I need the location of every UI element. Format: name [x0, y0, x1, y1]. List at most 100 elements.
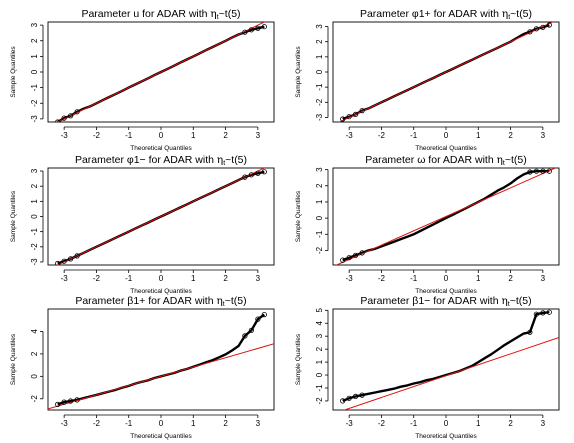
title-suffix: for ADAR with: [431, 8, 502, 20]
qq-panel-6: Parameter β1− for ADAR with ηt~t(5) -3 -2 -…: [295, 295, 560, 440]
qq-point: [352, 252, 359, 258]
qq-point: [533, 311, 540, 317]
qq-panel-2: Parameter φ1+ for ADAR with ηt~t(5) -3 -2 -…: [295, 8, 560, 152]
x-tick-label: -3: [61, 274, 69, 283]
qq-point: [340, 257, 346, 263]
sample-quantile-curve: [57, 313, 265, 406]
qq-point: [261, 24, 267, 30]
qq-point: [346, 395, 352, 401]
panel-title: Parameter β1+ for ADAR with ηt~t(5): [75, 295, 246, 308]
plot-frame: [332, 167, 560, 266]
x-tick-label: -2: [93, 274, 101, 283]
qq-reference-line: [335, 168, 557, 265]
title-dist: ~t(5): [219, 8, 241, 20]
qq-point: [61, 258, 67, 264]
qq-panel-3: Parameter φ1− for ADAR with ηt~t(5) -3 -2 -…: [10, 154, 275, 295]
y-tick-label: 0: [315, 215, 324, 220]
x-tick-label: 1: [191, 419, 196, 428]
x-tick-label: -1: [125, 131, 133, 140]
y-tick-label: -2: [315, 98, 324, 106]
y-tick-label: 5: [315, 308, 324, 313]
y-tick-label: -2: [30, 243, 39, 251]
y-tick-label: 2: [315, 346, 324, 351]
y-axis-label: Sample Quantiles: [295, 190, 302, 242]
qq-point: [74, 253, 80, 259]
title-dist: ~t(5): [505, 154, 527, 166]
qq-point: [359, 250, 365, 256]
qq-point: [55, 260, 61, 265]
x-tick-label: -1: [410, 131, 418, 140]
x-tick-label: -2: [93, 419, 101, 428]
x-tick-label: 2: [508, 131, 513, 140]
qq-panel-4: Parameter ω for ADAR with ηt~t(5) -3 -2 -1 0…: [295, 154, 560, 295]
qq-point: [546, 22, 552, 28]
y-tick-label: -2: [315, 246, 324, 254]
x-tick-label: 3: [541, 419, 546, 428]
title-suffix: for ADAR with: [430, 295, 501, 307]
qq-point: [261, 169, 267, 175]
qq-reference-line: [56, 22, 266, 122]
qq-point: [68, 113, 74, 119]
x-tick-label: 0: [159, 131, 164, 140]
y-tick-label: 3: [30, 168, 39, 173]
y-tick-label: 4: [315, 320, 324, 325]
y-tick-label: -3: [30, 258, 39, 266]
x-tick-label: -3: [346, 274, 354, 283]
x-axis-label: Theoretical Quantiles: [415, 433, 477, 440]
qq-point: [68, 256, 74, 262]
qq-point: [540, 310, 546, 316]
plot-frame: [47, 308, 275, 411]
title-param: β1+: [127, 295, 145, 307]
title-prefix: Parameter: [360, 8, 412, 20]
x-tick-label: -3: [61, 419, 69, 428]
y-tick-label: -3: [315, 113, 324, 121]
qq-point: [352, 111, 359, 118]
x-tick-label: 3: [256, 131, 261, 140]
qq-point: [61, 399, 67, 405]
qq-point: [340, 398, 346, 404]
qq-point: [546, 309, 552, 315]
title-eta-sub: t: [508, 14, 510, 21]
y-tick-label: 3: [315, 333, 324, 338]
y-tick-label: 2: [30, 183, 39, 188]
title-prefix: Parameter: [365, 154, 417, 166]
title-dist: ~t(5): [225, 295, 247, 307]
y-tick-label: 0: [30, 214, 39, 219]
data-area: [338, 22, 554, 122]
qq-point: [352, 393, 359, 399]
qq-point: [533, 26, 540, 32]
panel-title: Parameter u for ADAR with ηt~t(5): [81, 8, 240, 21]
qq-reference-line: [48, 343, 274, 410]
y-tick-label: 0: [30, 374, 39, 379]
x-tick-label: -3: [346, 131, 354, 140]
qq-point: [527, 329, 533, 335]
x-tick-label: 1: [476, 419, 481, 428]
x-tick-label: -2: [378, 419, 386, 428]
title-prefix: Parameter: [81, 8, 133, 20]
qq-point: [255, 25, 261, 31]
x-tick-label: 2: [223, 419, 228, 428]
title-eta-sub: t: [503, 160, 505, 167]
qq-point: [255, 170, 261, 176]
sample-quantile-curve: [57, 25, 265, 122]
title-suffix: for ADAR with: [146, 154, 217, 166]
title-dist: ~t(5): [510, 8, 532, 20]
title-eta: η: [497, 154, 503, 166]
panel-title: Parameter ω for ADAR with ηt~t(5): [365, 154, 526, 167]
y-tick-label: -2: [315, 397, 324, 405]
title-param: u: [133, 8, 139, 20]
x-tick-label: 1: [191, 274, 196, 283]
plot-frame: [47, 167, 275, 266]
panel-title: Parameter β1− for ADAR with ηt~t(5): [360, 295, 531, 308]
x-tick-label: -1: [410, 419, 418, 428]
y-tick-label: 0: [315, 69, 324, 74]
title-suffix: for ADAR with: [145, 295, 216, 307]
x-tick-label: 0: [159, 419, 164, 428]
y-tick-label: -1: [30, 84, 39, 92]
qq-reference-line: [56, 168, 266, 265]
plot-frame: [332, 308, 560, 411]
title-eta: η: [217, 295, 223, 307]
y-tick-label: 1: [315, 54, 324, 59]
qq-point: [527, 169, 533, 175]
data-area: [340, 309, 559, 410]
